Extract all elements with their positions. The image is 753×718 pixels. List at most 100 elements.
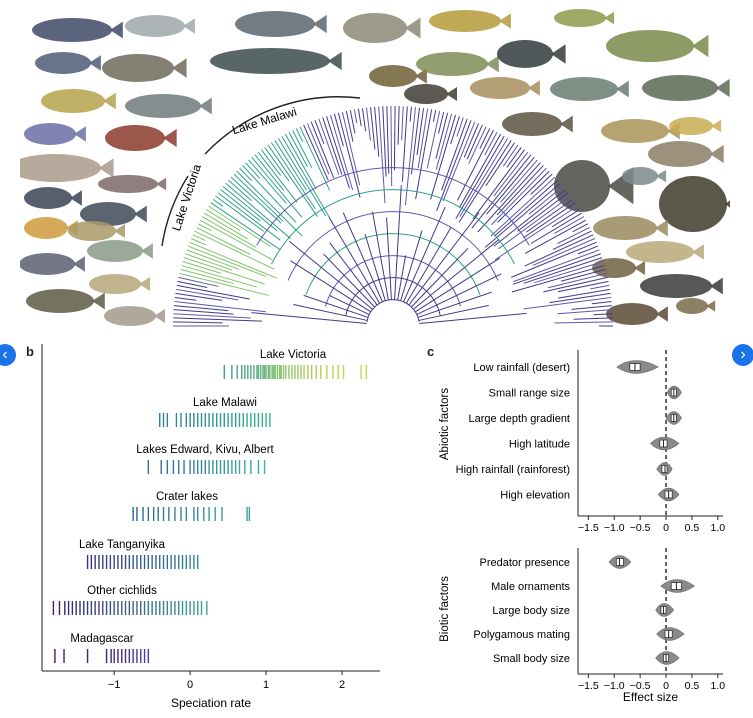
tree-branch	[210, 202, 281, 251]
fish-tail	[415, 68, 427, 84]
tree-internal-branch	[364, 233, 386, 301]
tree-branch	[442, 121, 476, 202]
fish-photo	[622, 167, 658, 185]
tree-branch	[242, 165, 297, 223]
tree-branch	[493, 189, 566, 247]
fish-tail	[560, 115, 573, 133]
tree-internal-branch	[329, 295, 370, 316]
tree-branch	[526, 198, 574, 233]
tree-branch	[409, 106, 412, 122]
fish-photo	[640, 274, 712, 298]
fish-tail	[692, 244, 704, 260]
x-tick-label: −0.5	[630, 680, 651, 692]
x-tick-label: 0	[187, 679, 193, 691]
x-tick-label: −1.5	[578, 680, 599, 692]
tree-branch	[524, 219, 587, 254]
fish-photo	[404, 84, 448, 104]
tree-internal-branch	[417, 291, 492, 318]
tree-branch	[472, 149, 526, 220]
fish-photo	[102, 54, 174, 82]
tree-branch	[330, 114, 354, 191]
tree-internal-branch	[410, 247, 469, 308]
tree-internal-arc	[324, 255, 462, 307]
malawi-clade-arc	[204, 96, 361, 155]
tree-branch	[530, 173, 553, 195]
tree-branch	[523, 202, 576, 239]
tree-branch	[554, 216, 585, 234]
fish-photo	[606, 303, 658, 325]
tree-branch	[239, 167, 253, 182]
tree-branch	[498, 195, 571, 250]
tree-internal-branch	[288, 240, 373, 310]
fish-tail	[710, 144, 724, 164]
fish-photo	[343, 13, 407, 43]
tree-branch	[251, 157, 303, 218]
tree-branch	[197, 223, 212, 232]
tree-branch	[174, 296, 197, 301]
tree-branch	[491, 167, 547, 226]
tree-branch	[511, 264, 605, 293]
tree-branch	[557, 309, 613, 315]
tree-internal-branch	[403, 206, 446, 303]
fish-photo	[416, 52, 488, 76]
tree-branch	[173, 321, 223, 324]
tree-branch	[386, 106, 390, 174]
tree-internal-branch	[386, 217, 392, 300]
next-figure-button[interactable]: ›	[732, 344, 753, 366]
factor-label: Polygamous mating	[473, 629, 570, 641]
tree-branch	[206, 209, 241, 232]
fish-tail	[634, 261, 645, 275]
fish-photo	[235, 11, 315, 37]
tree-branch	[530, 212, 583, 244]
tree-branch	[466, 124, 483, 160]
fish-tail	[551, 44, 566, 64]
fish-tail	[141, 243, 153, 259]
tree-internal-arc	[345, 277, 441, 316]
tree-branch	[179, 272, 270, 296]
fish-photo	[19, 253, 75, 275]
tree-branch	[254, 154, 285, 191]
tree-branch	[430, 114, 456, 200]
victoria-clade-arc	[161, 175, 189, 247]
fish-photo	[648, 141, 712, 167]
tree-branch	[333, 113, 344, 147]
tree-branch	[326, 116, 350, 189]
factor-group-label: Biotic factors	[439, 576, 451, 642]
tree-internal-branch	[408, 212, 480, 306]
phylogeny-figure: Lake Malawi Lake Victoria	[9, 6, 753, 336]
tree-branch	[186, 249, 240, 270]
tree-branch	[458, 140, 512, 223]
factor-label: Small range size	[489, 388, 570, 400]
factor-label: Predator presence	[480, 557, 571, 569]
fish-tail	[328, 51, 342, 71]
fish-photo	[24, 217, 68, 239]
fish-tail	[706, 300, 716, 312]
tree-branch	[248, 159, 287, 204]
fish-photo	[606, 30, 694, 62]
x-tick-label: −1.0	[604, 522, 625, 534]
tree-branch	[404, 107, 416, 206]
tree-branch	[284, 133, 317, 190]
fish-tail	[163, 128, 177, 148]
tree-internal-branch	[293, 304, 368, 321]
tree-branch	[532, 238, 596, 266]
group-label: Crater lakes	[156, 491, 218, 503]
tree-branch	[212, 198, 224, 207]
previous-figure-button[interactable]: ‹	[0, 344, 16, 366]
fish-tail	[199, 97, 212, 115]
tree-branch	[510, 241, 597, 278]
tree-branch	[353, 109, 358, 124]
fish-tail	[405, 17, 421, 39]
tree-branch	[349, 110, 356, 134]
tree-branch	[288, 131, 308, 167]
tree-internal-branch	[290, 260, 371, 313]
group-label: Lakes Edward, Kivu, Albert	[136, 444, 274, 456]
tree-branch	[441, 118, 468, 191]
fish-photo	[593, 216, 657, 240]
tree-branch	[590, 284, 610, 290]
fish-photo	[35, 52, 91, 74]
tree-branch	[560, 268, 606, 282]
tree-branch	[549, 292, 611, 304]
tree-branch	[523, 257, 603, 284]
tree-branch	[182, 261, 221, 274]
